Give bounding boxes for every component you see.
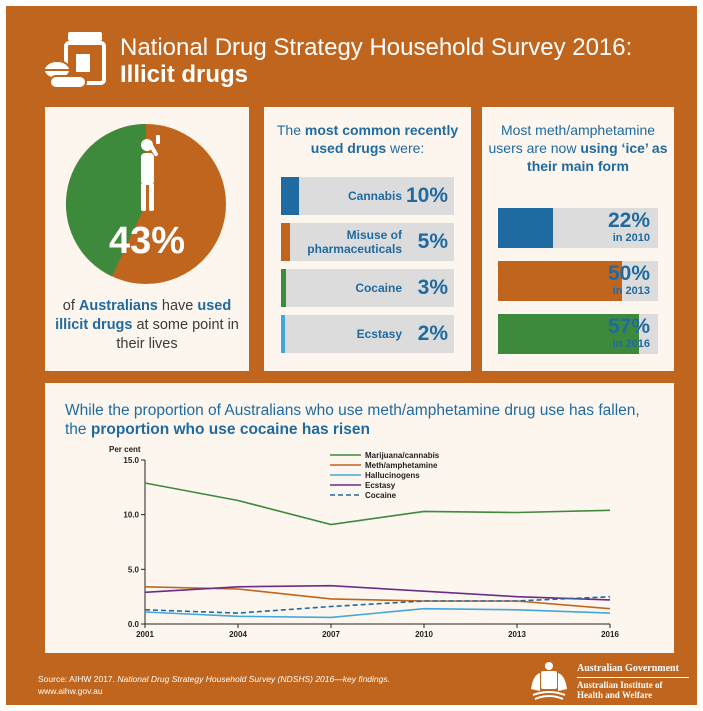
x-tick-label: 2007 [322,630,340,639]
series-line-meth-amphetamine [144,586,611,610]
drug-label: Cannabis [347,189,402,203]
logo-institute-line1: Australian Institute of [577,680,663,690]
drug-label: Cocaine [355,281,402,295]
drug-value: 10% [405,184,448,207]
common-drugs-panel: The most common recently used drugs were… [264,107,471,371]
title-line2: Illicit drugs [120,61,249,88]
page-title: National Drug Strategy Household Survey … [120,34,632,88]
lifetime-use-panel: 43% of Australians have used illicit dru… [45,107,249,371]
pie-used-slice [65,123,146,277]
ice-bar-fill [498,261,622,301]
caption-bold-used: used illicit drugs [55,298,232,333]
ice-bar-2013: 50% in 2013 [498,261,658,301]
heading-bold: proportion who use cocaine has risen [90,421,370,438]
common-drugs-heading: The most common recently used drugs were… [268,121,467,157]
drug-value: 2% [417,322,448,345]
heading-text: The [276,122,305,138]
drug-bar-pharmaceuticals: Misuse of pharmaceuticals 5% [281,223,454,261]
heading-text: While the proportion of Australians who … [65,402,640,438]
ice-bar-2010: 22% in 2010 [498,208,658,248]
lifetime-use-caption: of Australians have used illicit drugs a… [51,297,243,354]
trend-panel: While the proportion of Australians who … [45,383,674,653]
logo-institute-line2: Health and Welfare [577,690,653,700]
series-line-cocaine [144,595,611,614]
x-tick-label: 2004 [229,630,247,639]
logo-institute: Australian Institute of Health and Welfa… [577,680,663,700]
ice-year: in 2010 [612,232,650,244]
caption-text: of [62,298,79,314]
drug-value: 3% [417,276,448,299]
legend-label: Cocaine [365,491,397,500]
logo-government: Australian Government [577,663,679,674]
drug-bar-fill [281,315,285,353]
x-tick-label: 2010 [415,630,433,639]
aihw-logo: Australian Government Australian Institu… [523,659,693,703]
heading-text: were: [386,140,425,156]
legend-label: Marijuana/cannabis [365,451,440,460]
drug-bar-ecstasy: Ecstasy 2% [281,315,454,353]
ice-bar-fill [498,208,553,248]
caption-text: have [157,298,198,314]
series-line-marijuana-cannabis [144,482,611,526]
trend-line-chart: Per cent 0.0 5.0 10.0 15.0 2001 2004 2007 2010 20… [109,445,619,639]
ice-panel: Most meth/amphetamine users are now usin… [482,107,674,371]
ice-bar-2016: 57% in 2016 [498,314,658,354]
title-line1: National Drug Strategy Household Survey … [120,34,633,61]
lifetime-use-pie: 43% [65,123,226,284]
source-url[interactable]: www.aihw.gov.au [38,686,103,696]
person-drinking-icon [141,135,160,211]
heading-bold: most common recently used drugs [304,122,459,156]
y-tick-label: 10.0 [123,511,139,520]
y-tick-label: 15.0 [123,456,139,465]
drug-label: Ecstasy [356,327,402,341]
ice-value: 57% [607,315,650,338]
logo-divider [577,677,689,678]
drug-bar-fill [281,177,299,215]
coat-of-arms-icon [531,662,567,700]
heading-bold: using ‘ice’ as their main form [527,140,668,174]
source-title: National Drug Strategy Household Survey … [117,674,390,684]
ice-value: 50% [607,262,650,285]
ice-year: in 2016 [612,338,650,350]
legend-label: Hallucinogens [365,471,420,480]
caption-bold-australians: Australians [78,298,158,314]
footer-source: Source: AIHW 2017. National Drug Strateg… [38,673,390,697]
drug-bar-fill [281,223,290,261]
trend-heading: While the proportion of Australians who … [65,401,665,439]
source-text: Source: AIHW 2017. [38,674,118,684]
y-axis-label: Per cent [109,445,141,454]
y-tick-label: 0.0 [128,620,140,629]
pie-value-label: 43% [109,220,185,262]
ice-bar-fill [498,314,640,354]
series-line-hallucinogens [144,607,611,619]
x-tick-label: 2016 [601,630,619,639]
series-line-ecstasy [144,584,611,601]
drug-bar-fill [281,269,287,307]
drug-bar-cocaine: Cocaine 3% [281,269,454,307]
drug-value: 5% [417,230,448,253]
drug-bar-cannabis: Cannabis 10% [281,177,454,215]
x-tick-label: 2001 [136,630,154,639]
legend-label: Ecstasy [365,481,396,490]
ice-heading: Most meth/amphetamine users are now usin… [488,121,668,175]
ice-year: in 2013 [612,285,650,297]
heading-text: Most meth/amphetamine users are now [488,122,656,156]
caption-text: at some point in their lives [116,317,239,352]
drug-label: Misuse of pharmaceuticals [307,228,402,256]
legend-label: Meth/amphetamine [365,461,438,470]
ice-value: 22% [607,209,650,232]
pill-bottle-icon [43,32,106,89]
y-tick-label: 5.0 [128,565,140,574]
x-tick-label: 2013 [508,630,526,639]
